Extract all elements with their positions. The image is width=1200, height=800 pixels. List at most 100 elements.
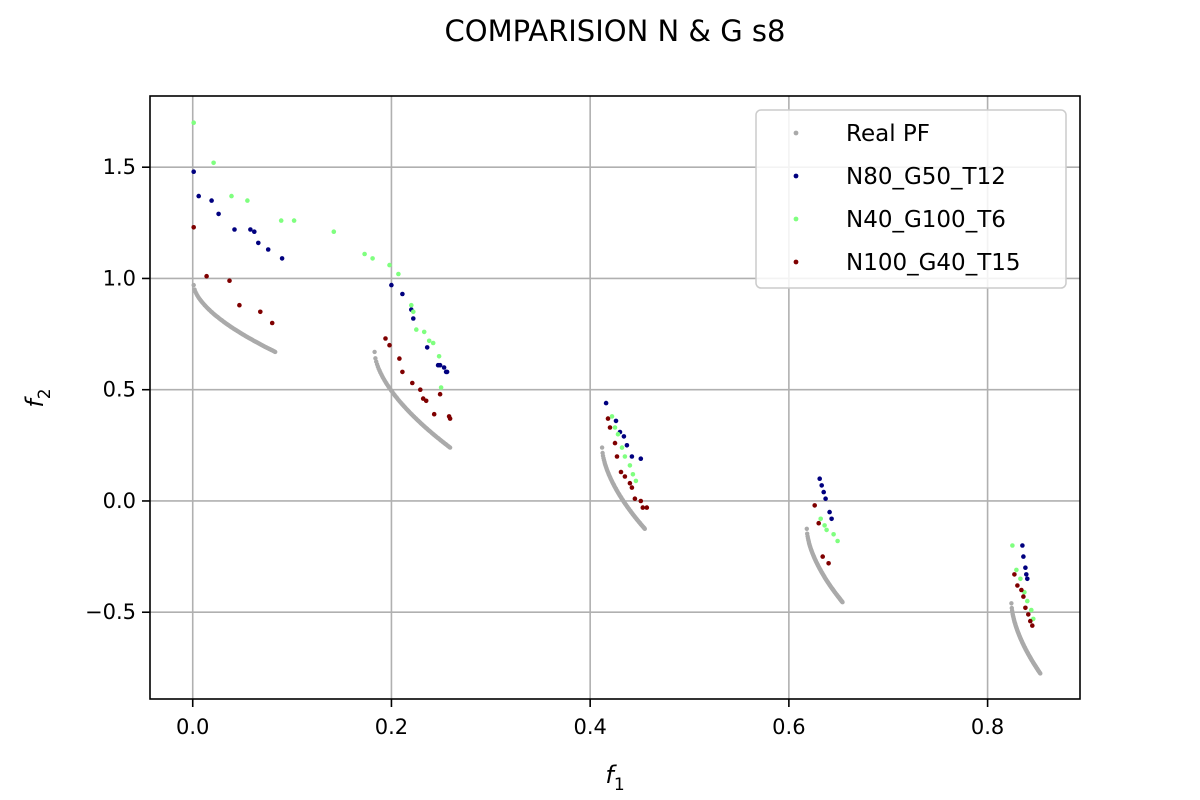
n80-g50-t12-point xyxy=(196,193,201,199)
n80-g50-t12-point xyxy=(1020,543,1025,548)
legend-marker-n100-g40-t15 xyxy=(793,259,799,265)
n40-g100-t6-point xyxy=(409,302,414,308)
n80-g50-t12-point xyxy=(209,198,214,203)
n100-g40-t15-point xyxy=(1019,587,1024,593)
y-tick-label: 1.0 xyxy=(103,266,136,290)
n40-g100-t6-point xyxy=(835,538,840,544)
n100-g40-t15-point xyxy=(1012,572,1017,577)
n100-g40-t15-point xyxy=(400,369,405,375)
n40-g100-t6-point xyxy=(1029,607,1034,613)
n100-g40-t15-point xyxy=(812,503,817,508)
n100-g40-t15-point xyxy=(387,342,392,348)
n100-g40-t15-point xyxy=(447,416,453,421)
n40-g100-t6-point xyxy=(421,329,427,335)
n40-g100-t6-point xyxy=(619,445,625,450)
n100-g40-t15-point xyxy=(640,505,646,510)
n80-g50-t12-point xyxy=(1023,565,1028,570)
n80-g50-t12-point xyxy=(624,443,630,448)
n100-g40-t15-point xyxy=(607,425,613,430)
n80-g50-t12-point xyxy=(191,169,196,174)
n40-g100-t6-point xyxy=(1018,576,1023,582)
n80-g50-t12-point xyxy=(821,489,826,495)
n100-g40-t15-point xyxy=(431,411,437,417)
legend: Real PF N80_G50_T12 N40_G100_T6 N100_G40_T1… xyxy=(755,109,1067,289)
n80-g50-t12-point xyxy=(827,509,832,515)
real-pf-point xyxy=(804,526,809,531)
n100-g40-t15-point xyxy=(1023,605,1028,611)
n80-g50-t12-point xyxy=(603,400,609,406)
n100-g40-t15-point xyxy=(1015,583,1020,588)
n40-g100-t6-point xyxy=(436,354,442,359)
real-pf-point xyxy=(191,282,196,288)
n40-g100-t6-point xyxy=(426,338,432,344)
n40-g100-t6-point xyxy=(229,193,234,199)
x-tick-label: 0.4 xyxy=(573,715,606,739)
n40-g100-t6-point xyxy=(211,160,216,166)
chart-title: COMPARISION N & G s8 xyxy=(445,14,786,48)
n100-g40-t15-point xyxy=(618,469,624,475)
n40-g100-t6-point xyxy=(627,463,633,468)
legend-marker-n40-g100-t6 xyxy=(793,216,799,222)
n80-g50-t12-point xyxy=(252,229,257,234)
n100-g40-t15-point xyxy=(258,309,263,315)
n80-g50-t12-point xyxy=(1024,572,1029,577)
legend-marker-n80-g50-t12 xyxy=(793,173,799,179)
real-pf-point xyxy=(840,600,845,605)
n80-g50-t12-point xyxy=(819,483,824,488)
y-tick-label: 0.5 xyxy=(103,378,136,402)
y-tick-label: 1.5 xyxy=(103,155,136,179)
real-pf-point xyxy=(372,349,377,355)
n40-g100-t6-point xyxy=(822,523,827,528)
n40-g100-t6-point xyxy=(633,478,639,484)
n40-g100-t6-point xyxy=(362,251,367,257)
n40-g100-t6-point xyxy=(831,532,836,537)
n40-g100-t6-point xyxy=(622,454,628,459)
real-pf-point xyxy=(373,356,378,361)
n40-g100-t6-point xyxy=(291,218,297,223)
n80-g50-t12-point xyxy=(1021,554,1026,559)
n40-g100-t6-point xyxy=(387,262,392,268)
n100-g40-t15-point xyxy=(383,336,388,341)
y-axis-ticks: −0.5 0.0 0.5 1.0 1.5 xyxy=(85,155,150,624)
n100-g40-t15-point xyxy=(820,554,825,559)
plot-frame xyxy=(149,95,1081,700)
n40-g100-t6-point xyxy=(818,516,823,522)
n40-g100-t6-point xyxy=(824,527,829,533)
n80-g50-t12-point xyxy=(400,291,405,297)
legend-label: N40_G100_T6 xyxy=(846,207,1006,233)
n80-g50-t12-point xyxy=(817,476,822,482)
n40-g100-t6-point xyxy=(430,340,436,346)
n100-g40-t15-point xyxy=(1030,623,1035,628)
n40-g100-t6-point xyxy=(411,309,416,315)
y-axis-label: f2 xyxy=(21,388,55,407)
legend-label: Real PF xyxy=(846,121,930,147)
n80-g50-t12-point xyxy=(216,211,221,217)
n80-g50-t12-point xyxy=(823,496,828,502)
n100-g40-t15-point xyxy=(237,302,242,308)
n100-g40-t15-point xyxy=(204,273,209,279)
n100-g40-t15-point xyxy=(1021,594,1026,599)
n80-g50-t12-point xyxy=(389,282,394,288)
n80-g50-t12-point xyxy=(255,240,261,246)
n100-g40-t15-point xyxy=(437,391,443,397)
n80-g50-t12-point xyxy=(444,369,450,375)
n80-g50-t12-point xyxy=(424,345,430,350)
n100-g40-t15-point xyxy=(612,440,618,446)
n40-g100-t6-point xyxy=(615,431,621,437)
n80-g50-t12-point xyxy=(232,227,237,232)
x-tick-label: 0.2 xyxy=(375,715,408,739)
legend-label: N80_G50_T12 xyxy=(846,164,1006,190)
n100-g40-t15-point xyxy=(622,474,628,479)
n100-g40-t15-point xyxy=(191,225,196,230)
legend-label: N100_G40_T15 xyxy=(846,250,1021,276)
real-pf-point xyxy=(642,526,647,531)
n40-g100-t6-point xyxy=(245,198,250,203)
n40-g100-t6-point xyxy=(278,218,284,223)
n80-g50-t12-point xyxy=(621,434,627,439)
real-pf-point xyxy=(273,349,278,355)
n80-g50-t12-point xyxy=(441,365,447,370)
n40-g100-t6-point xyxy=(191,120,196,125)
n100-g40-t15-point xyxy=(423,398,429,404)
